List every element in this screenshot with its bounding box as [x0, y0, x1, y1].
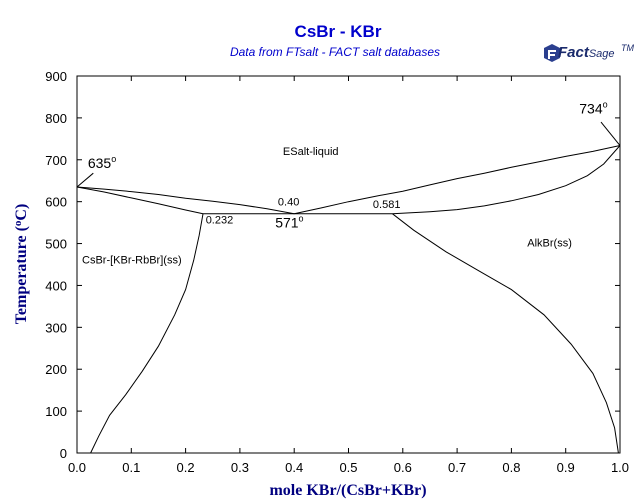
phase-boundaries	[76, 145, 621, 454]
x-tick-label: 0.8	[502, 460, 520, 475]
phase-boundary-6	[392, 213, 619, 454]
composition-label: 0.581	[373, 199, 401, 211]
annotations: 635o 734o 571o 0.40 0.581 0.232 ESalt-liquid Cs…	[76, 100, 621, 267]
y-tick-label: 600	[45, 195, 67, 210]
x-tick-label: 0.2	[177, 460, 195, 475]
composition-label: 0.40	[278, 196, 299, 208]
phase-boundary-1	[76, 186, 204, 215]
y-tick-label: 500	[45, 237, 67, 252]
x-tick-label: 0.9	[557, 460, 575, 475]
logo-text: FactSage	[558, 44, 615, 61]
phase-boundary-2	[294, 145, 621, 215]
phase-boundary-0	[76, 186, 295, 215]
y-tick-label: 800	[45, 111, 67, 126]
x-tick-label: 0.3	[231, 460, 249, 475]
composition-label: 0.232	[206, 214, 234, 226]
phase-region-label: ESalt-liquid	[283, 146, 339, 158]
y-tick-label: 300	[45, 320, 67, 335]
logo-trademark: TM	[621, 43, 634, 53]
y-tick-label: 200	[45, 362, 67, 377]
y-tick-label: 100	[45, 404, 67, 419]
phase-boundary-5	[90, 213, 204, 454]
x-tick-label: 1.0	[611, 460, 629, 475]
y-tick-label: 0	[60, 446, 67, 461]
x-tick-label: 0.5	[339, 460, 357, 475]
y-tick-label: 900	[45, 69, 67, 84]
y-tick-label: 400	[45, 278, 67, 293]
leader-line-635	[76, 172, 94, 188]
phase-region-label: CsBr-[KBr-RbBr](ss)	[82, 255, 182, 267]
x-axis-label: mole KBr/(CsBr+KBr)	[269, 482, 426, 499]
temperature-annotation: 635o	[88, 154, 116, 171]
temperature-annotation: 571o	[275, 214, 303, 231]
chart-title: CsBr - KBr	[295, 22, 382, 41]
x-tick-label: 0.1	[122, 460, 140, 475]
factsage-logo: FactSage TM	[544, 43, 634, 62]
x-tick-label: 0.4	[285, 460, 303, 475]
phase-boundary-3	[392, 145, 621, 215]
temperature-annotation: 734o	[579, 100, 607, 117]
axis-ticks: 0.0 0.1 0.2 0.3 0.4 0.5 0.6 0.7 0.8 0.9 1.0 0 100 200…	[45, 69, 629, 475]
x-tick-label: 0.6	[394, 460, 412, 475]
y-tick-label: 700	[45, 153, 67, 168]
chart-subtitle: Data from FTsalt - FACT salt databases	[230, 45, 440, 59]
x-tick-label: 0.0	[68, 460, 86, 475]
x-tick-label: 0.7	[448, 460, 466, 475]
phase-region-label: AlkBr(ss)	[527, 237, 572, 249]
leader-line-734	[600, 121, 621, 146]
y-axis-label: Temperature (oC)	[12, 204, 30, 325]
